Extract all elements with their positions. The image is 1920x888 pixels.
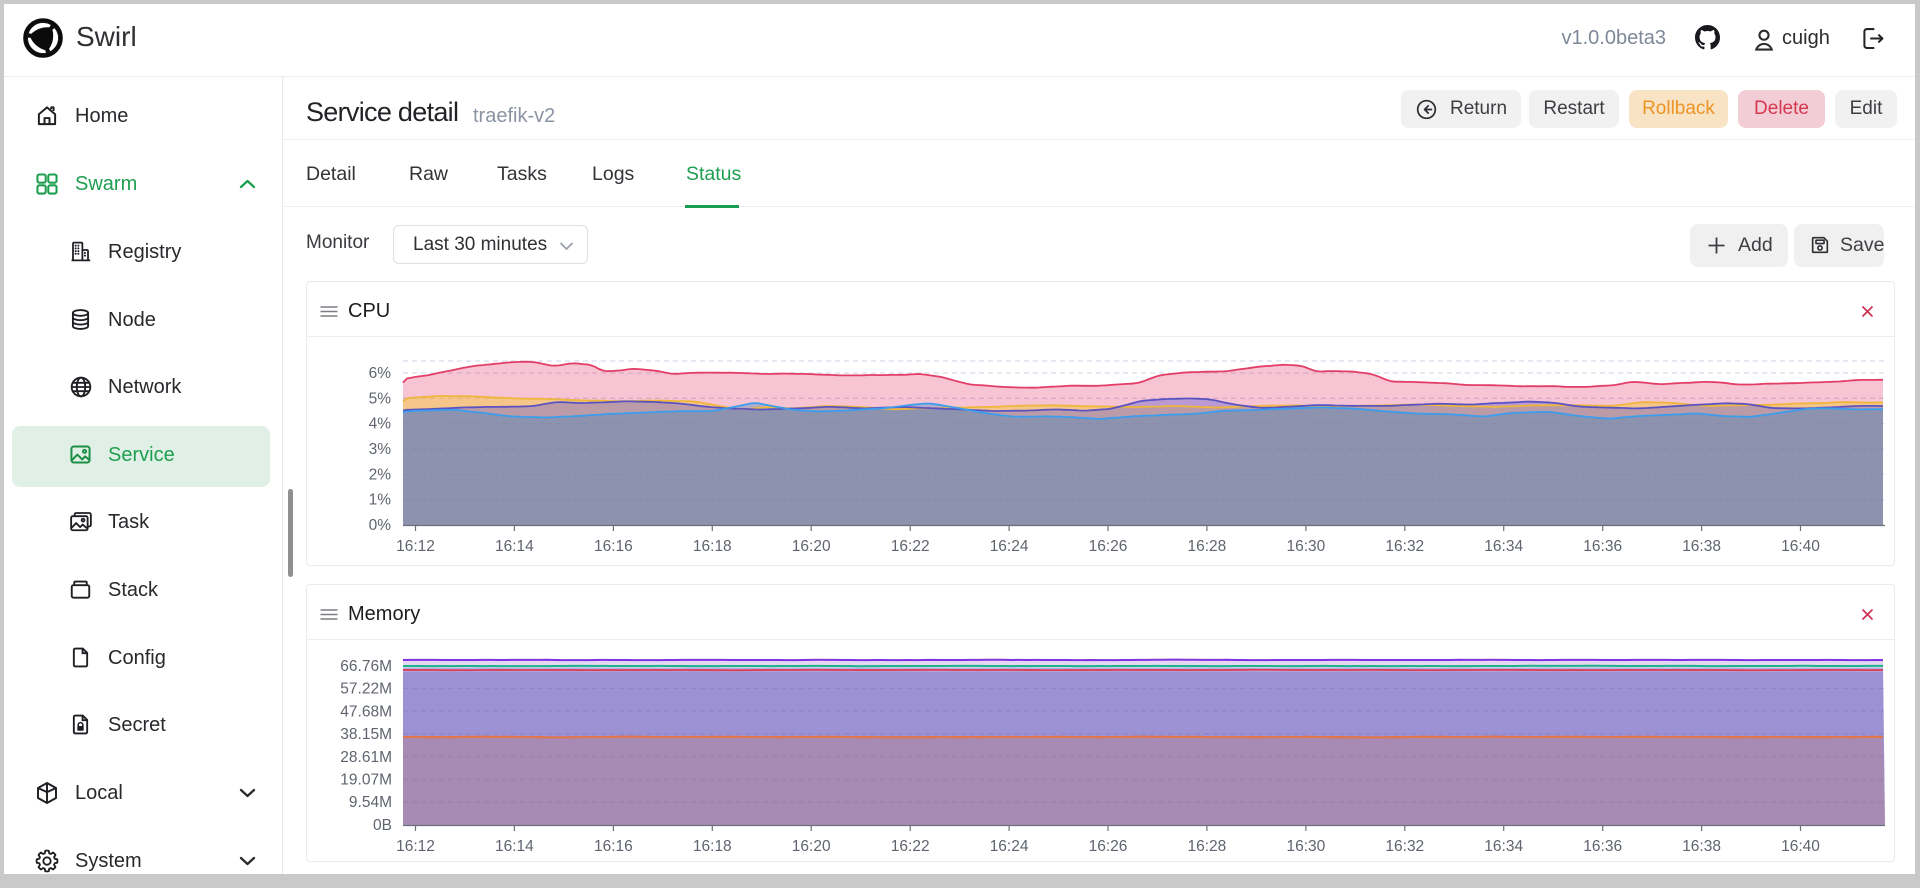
svg-text:16:16: 16:16 <box>594 838 633 855</box>
svg-text:47.68M: 47.68M <box>340 703 392 720</box>
svg-text:16:34: 16:34 <box>1484 838 1523 855</box>
svg-text:19.07M: 19.07M <box>340 772 392 789</box>
svg-text:2%: 2% <box>369 466 392 483</box>
svg-text:16:30: 16:30 <box>1287 538 1326 555</box>
svg-text:16:22: 16:22 <box>891 838 930 855</box>
svg-text:16:32: 16:32 <box>1385 838 1424 855</box>
svg-text:16:20: 16:20 <box>792 538 831 555</box>
svg-text:16:18: 16:18 <box>693 538 732 555</box>
svg-text:16:14: 16:14 <box>495 838 534 855</box>
svg-text:16:22: 16:22 <box>891 538 930 555</box>
svg-text:16:20: 16:20 <box>792 838 831 855</box>
svg-text:16:38: 16:38 <box>1682 838 1721 855</box>
svg-text:16:12: 16:12 <box>396 838 435 855</box>
svg-text:66.76M: 66.76M <box>340 658 392 675</box>
svg-text:6%: 6% <box>369 365 392 382</box>
svg-text:16:36: 16:36 <box>1583 838 1622 855</box>
svg-text:16:26: 16:26 <box>1089 538 1128 555</box>
svg-text:16:36: 16:36 <box>1583 538 1622 555</box>
svg-text:16:14: 16:14 <box>495 538 534 555</box>
svg-text:1%: 1% <box>369 492 392 509</box>
svg-text:38.15M: 38.15M <box>340 726 392 743</box>
svg-text:16:40: 16:40 <box>1781 538 1820 555</box>
svg-text:16:18: 16:18 <box>693 838 732 855</box>
svg-text:5%: 5% <box>369 390 392 407</box>
svg-text:16:24: 16:24 <box>990 838 1029 855</box>
svg-text:16:34: 16:34 <box>1484 538 1523 555</box>
svg-text:16:16: 16:16 <box>594 538 633 555</box>
svg-text:4%: 4% <box>369 416 392 433</box>
svg-text:16:32: 16:32 <box>1385 538 1424 555</box>
svg-text:16:26: 16:26 <box>1089 838 1128 855</box>
svg-text:57.22M: 57.22M <box>340 681 392 698</box>
svg-text:0B: 0B <box>373 817 392 834</box>
svg-text:3%: 3% <box>369 441 392 458</box>
svg-text:16:24: 16:24 <box>990 538 1029 555</box>
svg-text:0%: 0% <box>369 517 392 534</box>
svg-text:9.54M: 9.54M <box>349 794 392 811</box>
svg-text:28.61M: 28.61M <box>340 749 392 766</box>
svg-text:16:40: 16:40 <box>1781 838 1820 855</box>
svg-text:16:28: 16:28 <box>1188 838 1227 855</box>
svg-text:16:38: 16:38 <box>1682 538 1721 555</box>
svg-text:16:12: 16:12 <box>396 538 435 555</box>
svg-text:16:30: 16:30 <box>1287 838 1326 855</box>
svg-text:16:28: 16:28 <box>1188 538 1227 555</box>
